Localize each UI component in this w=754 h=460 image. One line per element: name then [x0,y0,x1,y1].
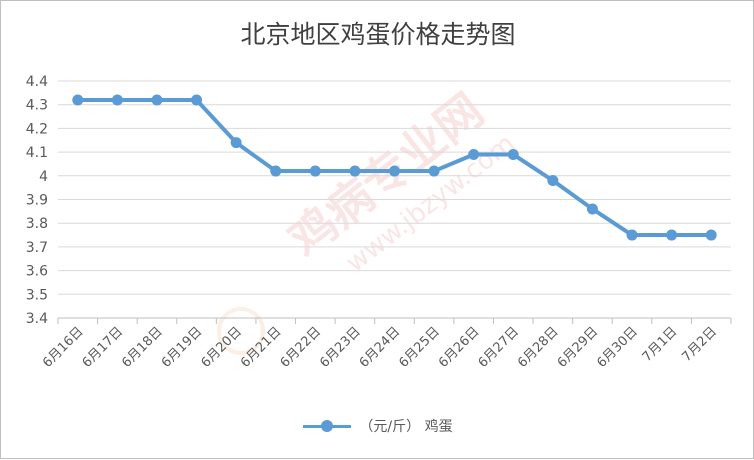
y-tick-label: 3.5 [26,287,48,303]
data-point [547,175,559,187]
data-point [191,94,203,106]
legend-label: （元/斤） 鸡蛋 [359,419,453,435]
data-point [111,94,123,106]
x-tick-label: 6月25日 [396,324,443,371]
data-point [666,229,678,241]
watermark-logo: 鸡病专业网 www.jbzyw.com [217,83,521,355]
y-tick-label: 4.4 [26,74,48,90]
x-tick-label: 6月17日 [80,324,127,371]
x-tick-label: 6月30日 [594,324,641,371]
x-tick-label: 7月1日 [640,324,681,365]
x-tick-label: 6月27日 [476,324,523,371]
data-point [349,165,361,177]
data-point [468,148,480,160]
y-tick-label: 3.8 [26,216,48,232]
data-point [586,203,598,215]
y-tick-label: 4.2 [26,121,48,137]
data-point [626,229,638,241]
x-tick-label: 6月18日 [119,324,166,371]
x-tick-label: 6月20日 [198,324,245,371]
x-tick-label: 6月22日 [278,324,325,371]
x-tick-label: 6月28日 [515,324,562,371]
data-point [507,148,519,160]
y-tick-label: 4 [39,169,48,185]
y-tick-label: 4.3 [26,98,48,114]
data-point [230,137,242,149]
y-tick-label: 3.9 [26,193,48,209]
data-point [389,165,400,177]
chart-legend: （元/斤） 鸡蛋 [1,416,754,436]
x-tick-label: 6月29日 [555,324,602,371]
x-tick-label: 6月26日 [436,324,483,371]
x-tick-label: 6月19日 [159,324,206,371]
y-tick-label: 3.4 [26,311,48,327]
data-point [151,94,163,106]
legend-swatch [303,420,352,432]
data-point [309,165,321,177]
data-point [428,165,440,177]
data-point [270,165,282,177]
data-point [72,94,84,106]
chart-title: 北京地区鸡蛋价格走势图 [240,20,516,49]
x-tick-label: 7月2日 [679,324,720,365]
data-point [705,229,717,241]
x-tick-label: 6月24日 [357,324,404,371]
x-tick-label: 6月23日 [317,324,364,371]
y-tick-label: 3.7 [26,240,48,256]
y-tick-label: 3.6 [26,264,48,280]
y-tick-label: 4.1 [26,145,48,161]
x-tick-label: 6月16日 [40,324,87,371]
